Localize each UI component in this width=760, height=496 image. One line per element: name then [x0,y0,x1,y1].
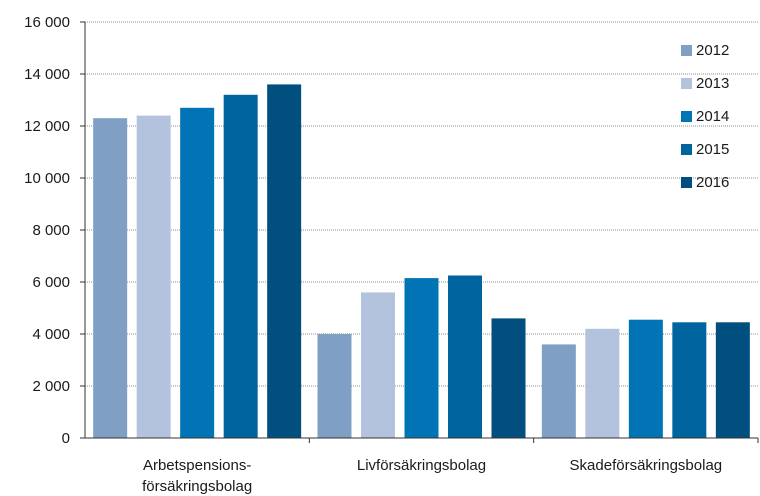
y-tick-label: 10 000 [24,170,70,187]
y-tick-label: 2 000 [32,378,70,395]
x-tick-label: Arbetspensions-försäkringsbolag [142,457,252,495]
x-tick-label: Skadeförsäkringsbolag [570,457,723,474]
bar [317,334,352,438]
bar [404,278,439,438]
legend-swatch [681,78,692,89]
bar [361,292,395,438]
y-tick-label: 16 000 [24,14,70,31]
bar [491,318,526,438]
bar [715,322,750,438]
legend-swatch [681,144,692,155]
legend-swatch [681,111,692,122]
y-tick-label: 8 000 [32,222,70,239]
legend-label: 2015 [696,141,729,158]
bar [585,328,620,438]
legend-label: 2016 [696,174,729,191]
y-tick-label: 6 000 [32,274,70,291]
legend-label: 2012 [696,42,729,59]
x-tick-label: Livförsäkringsbolag [357,457,486,474]
bar [136,115,171,438]
bar [628,319,663,438]
legend-label: 2014 [696,108,729,125]
bar [93,118,128,438]
y-axis: 0 2 000 4 000 6 000 8 000 10 000 12 000 14 000 1… [24,14,86,447]
bar [448,275,482,438]
y-tick-label: 0 [62,430,70,447]
y-tick-label: 12 000 [24,118,70,135]
y-tick-label: 4 000 [32,326,70,343]
legend-swatch [681,45,692,56]
legend-label: 2013 [696,75,729,92]
bar [180,107,215,439]
x-axis: Arbetspensions-försäkringsbolag Livförsäk… [85,437,759,495]
bar [267,84,302,439]
bar [541,344,576,438]
bar [672,322,707,438]
legend-swatch [681,177,692,188]
legend: 2012 2013 2014 2015 2016 [681,42,729,191]
y-tick-label: 14 000 [24,66,70,83]
bars [93,84,750,439]
bar [223,94,258,439]
